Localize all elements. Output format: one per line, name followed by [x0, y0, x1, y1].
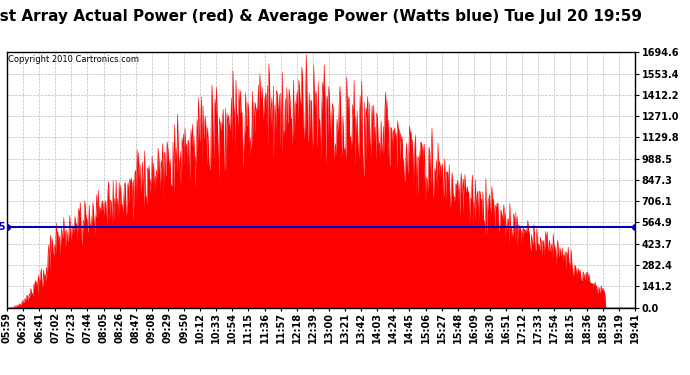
Text: East Array Actual Power (red) & Average Power (Watts blue) Tue Jul 20 19:59: East Array Actual Power (red) & Average …	[0, 9, 642, 24]
Text: Copyright 2010 Cartronics.com: Copyright 2010 Cartronics.com	[8, 55, 139, 64]
Text: 533.65: 533.65	[0, 222, 6, 232]
